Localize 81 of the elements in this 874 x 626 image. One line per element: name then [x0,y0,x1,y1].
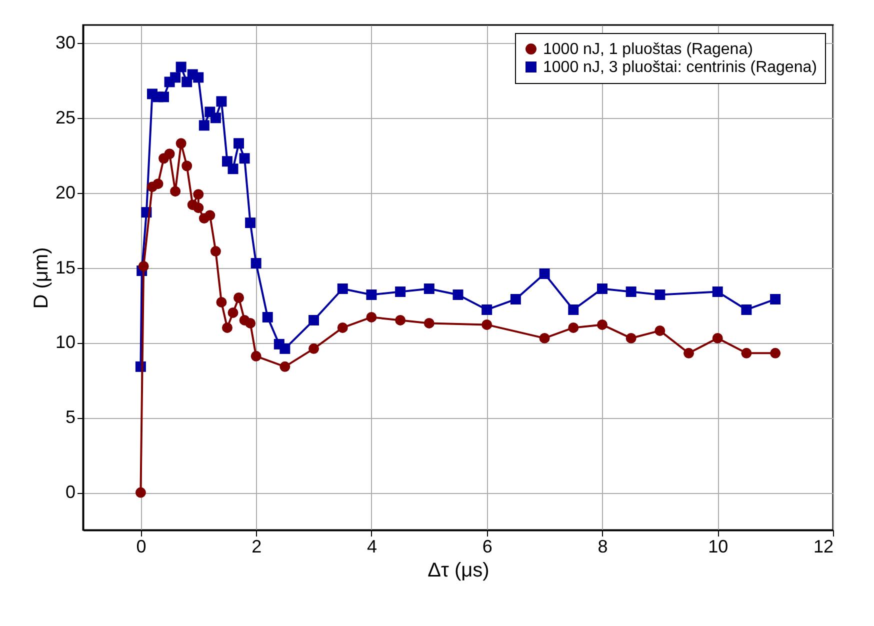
point [176,62,186,72]
point [193,189,204,200]
point [198,120,210,131]
point [182,160,192,172]
y-tick-label: 15 [55,257,76,278]
point [626,286,636,297]
y-tick-label: 10 [55,332,76,352]
x-tick-label: 8 [598,536,608,556]
point [152,178,164,190]
y-tick-label: 5 [65,407,76,428]
point [770,294,781,304]
y-tick-label: 20 [55,182,76,202]
point [308,343,320,354]
point [596,319,608,330]
y-tick-label: 0 [65,482,76,502]
x-tick-label: 6 [482,536,492,556]
point [337,283,348,294]
x-tick-label: 4 [366,536,377,556]
point [176,138,186,149]
point [250,258,262,269]
point [654,289,666,300]
point [654,325,666,336]
point [741,304,752,315]
point [568,304,579,315]
point [228,164,238,174]
point [170,186,181,197]
point [395,286,406,297]
point [210,112,221,124]
point [712,332,723,344]
point [539,332,550,344]
x-tick-label: 2 [252,536,262,556]
y-tick-label: 30 [55,32,76,52]
legend-label: 1000 nJ, 3 pluoštai: centrinis (Ragena) [543,59,817,76]
point [626,332,636,344]
point [337,322,348,333]
point [424,318,434,328]
point [366,312,377,322]
point [712,286,723,297]
point [424,283,434,294]
point [158,92,170,102]
x-axis-title: Δτ (μs) [428,560,490,582]
point [568,322,579,333]
point [216,296,227,308]
point [228,307,238,318]
point [135,487,146,498]
point [164,148,175,160]
point [684,348,694,358]
point [308,314,320,326]
point [539,268,550,279]
point [262,312,273,322]
point [193,202,204,214]
point [482,304,492,315]
point [280,361,290,372]
point [250,350,262,362]
point [234,138,244,149]
point [395,314,406,326]
point [216,96,227,107]
point [452,289,464,300]
x-tick-label: 12 [813,536,834,556]
point [510,294,521,304]
point [245,318,256,328]
point [239,153,250,164]
point [280,343,290,354]
point [204,210,216,221]
point [210,246,221,257]
point [245,218,256,228]
point [234,292,244,303]
point [770,348,781,358]
y-axis-title: D (μm) [30,247,52,309]
point [138,261,149,272]
legend-label: 1000 nJ, 1 pluoštas (Ragena) [543,41,753,58]
y-tick-label: 25 [55,107,76,128]
point [596,283,608,294]
point [482,319,492,330]
point [170,72,181,83]
point [366,289,377,300]
x-tick-label: 10 [708,536,728,556]
point [193,72,204,83]
x-tick-label: 0 [136,536,146,556]
point [222,322,232,333]
point [741,348,752,358]
